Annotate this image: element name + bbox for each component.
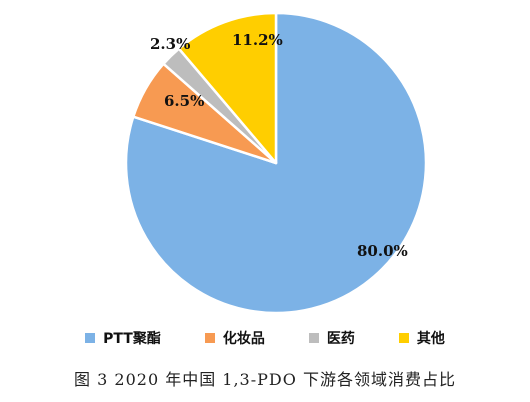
legend-swatch-other [398, 333, 409, 343]
pie-slices [124, 11, 428, 315]
legend-label-cosmetics: 化妆品 [222, 331, 265, 347]
pie-label-cosmetics: 6.5% [164, 92, 204, 110]
legend-swatch-medicine [308, 333, 319, 343]
figure-caption: 图 3 2020 年中国 1,3-PDO 下游各领域消费占比 [74, 370, 456, 389]
pie-label-ptt: 80.0% [357, 242, 408, 260]
pie-chart: 80.0% 6.5% 2.3% 11.2% [124, 11, 428, 315]
pie-labels: 80.0% 6.5% 2.3% 11.2% [150, 31, 408, 260]
pie-slice-other [177, 11, 278, 165]
legend-item-cosmetics: 化妆品 [204, 328, 265, 348]
legend-item-ptt: PTT聚酯 [85, 328, 161, 348]
legend-label-other: 其他 [416, 331, 445, 347]
legend-swatch-ptt [85, 333, 96, 343]
legend-item-other: 其他 [398, 328, 445, 348]
legend-swatch-cosmetics [204, 333, 215, 343]
legend: PTT聚酯 化妆品 医药 其他 [0, 325, 530, 351]
legend-label-ptt: PTT聚酯 [103, 331, 161, 347]
legend-item-medicine: 医药 [308, 328, 355, 348]
pie-label-medicine: 2.3% [150, 35, 190, 53]
pie-label-other: 11.2% [232, 31, 283, 49]
legend-label-medicine: 医药 [326, 331, 355, 347]
